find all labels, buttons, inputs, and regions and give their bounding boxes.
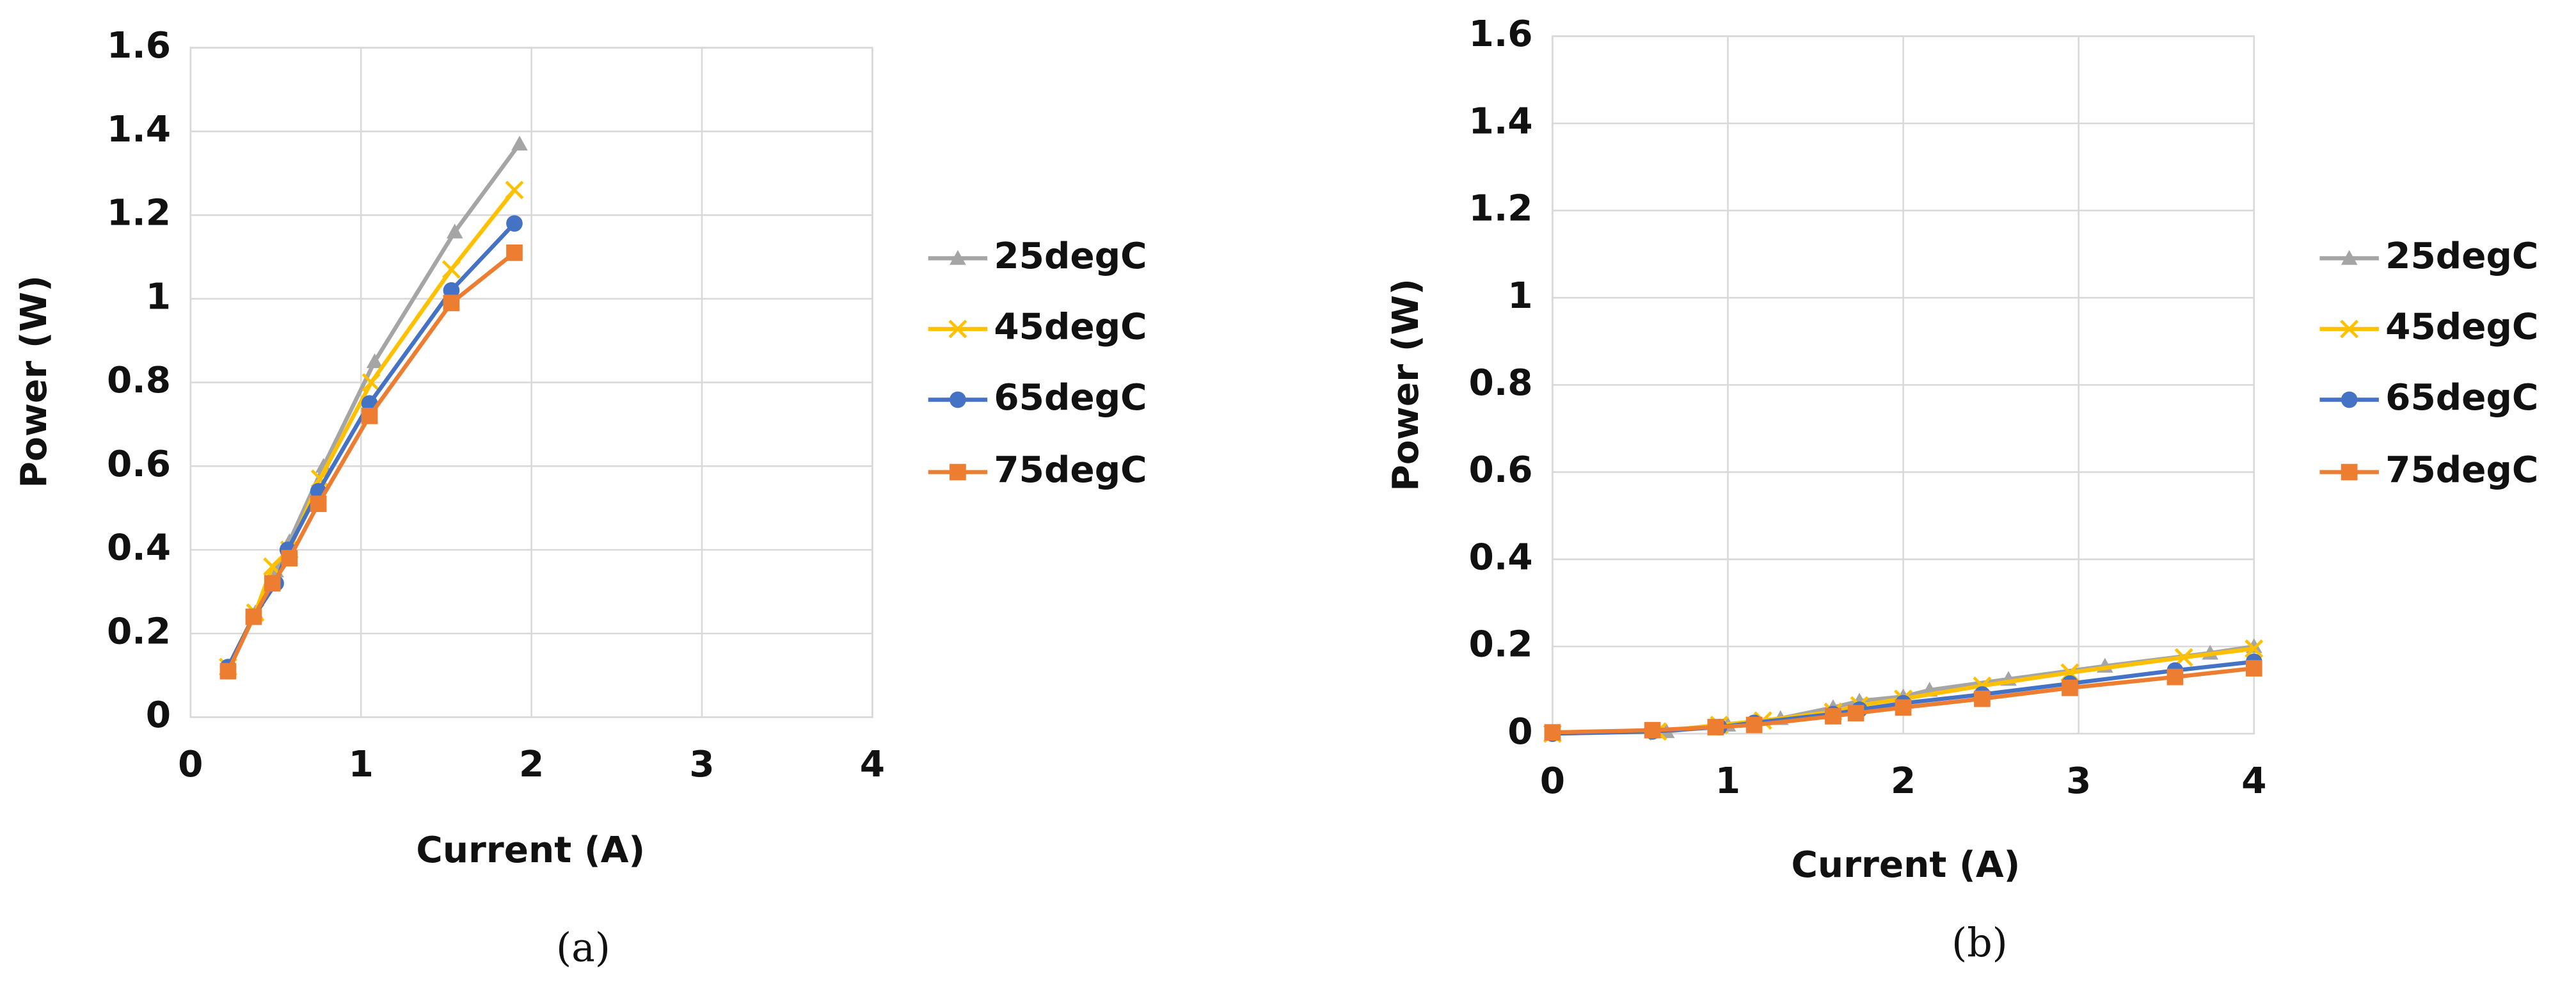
- marker: [245, 608, 262, 625]
- marker: [1895, 699, 1912, 716]
- caption: (a): [556, 925, 610, 971]
- marker: [2174, 648, 2193, 667]
- x-tick-label: 1: [1715, 760, 1740, 802]
- marker: [1745, 716, 1763, 734]
- marker: [1974, 690, 1991, 707]
- marker: [2062, 679, 2078, 696]
- y-tick-label: 1: [146, 276, 171, 317]
- legend-label: 45degC: [994, 307, 1147, 348]
- marker: [264, 575, 281, 592]
- chart: 0 0.2 0.4 0.6 0.8 1 1.2 1.4 1.6 0 1 2 3 4 Power (W) Cur…: [1385, 13, 2538, 966]
- marker: [2341, 391, 2358, 408]
- marker: [1544, 724, 1561, 741]
- marker: [950, 250, 966, 265]
- marker: [511, 136, 528, 151]
- marker: [1644, 721, 1661, 739]
- x-axis-title: Current (A): [416, 830, 645, 871]
- marker: [441, 260, 461, 279]
- marker: [281, 550, 298, 566]
- y-tick-label: 1.4: [1469, 100, 1533, 142]
- marker: [2245, 660, 2262, 677]
- x-tick-label: 0: [178, 744, 203, 785]
- y-axis-title: Power (W): [1385, 278, 1427, 491]
- x-tick-label: 4: [2241, 760, 2266, 802]
- marker: [446, 223, 463, 239]
- y-tick-label: 0.8: [1469, 362, 1533, 404]
- y-tick-label: 0.2: [1469, 624, 1533, 666]
- marker: [361, 407, 378, 424]
- marker: [2341, 463, 2358, 481]
- x-tick-label: 0: [1540, 760, 1565, 802]
- y-tick-label: 0.6: [107, 444, 171, 485]
- x-tick-label: 2: [519, 744, 544, 785]
- y-tick-label: 0: [146, 694, 171, 736]
- marker: [1847, 705, 1864, 722]
- marker: [2167, 668, 2184, 686]
- plot: [1543, 638, 2264, 743]
- chart: 0 0.2 0.4 0.6 0.8 1 1.2 1.4 1.6 0 1 2 3 4 Power (W) Cur…: [13, 25, 1147, 970]
- legend-label: 25degC: [2385, 236, 2538, 277]
- marker: [366, 353, 383, 369]
- y-tick-label: 0.8: [107, 360, 171, 401]
- marker: [948, 319, 967, 339]
- y-tick-label: 0.4: [107, 527, 171, 569]
- x-axis-title: Current (A): [1791, 844, 2020, 886]
- y-tick-label: 1: [1507, 275, 1532, 317]
- marker: [2341, 250, 2358, 265]
- legend-label: 75degC: [2385, 449, 2538, 491]
- marker: [1825, 708, 1841, 725]
- legend-label: 25degC: [994, 236, 1147, 277]
- y-tick-label: 1.2: [1469, 188, 1533, 230]
- marker: [310, 495, 327, 512]
- y-tick-label: 1.6: [107, 25, 171, 67]
- legend-label: 45degC: [2385, 307, 2538, 348]
- marker: [2340, 319, 2359, 339]
- x-tick-label: 4: [860, 744, 885, 785]
- plot: [218, 136, 528, 680]
- legend-label: 65degC: [2385, 377, 2538, 419]
- y-tick-label: 0.6: [1469, 449, 1533, 491]
- y-tick-label: 1.4: [107, 109, 171, 150]
- y-tick-label: 0: [1507, 711, 1532, 753]
- y-tick-label: 1.6: [1469, 13, 1533, 55]
- marker: [219, 662, 237, 680]
- legend-label: 75degC: [994, 449, 1147, 491]
- x-tick-label: 3: [689, 744, 714, 785]
- marker: [505, 181, 524, 200]
- marker: [506, 245, 523, 261]
- y-tick-label: 0.4: [1469, 536, 1533, 578]
- marker: [2245, 639, 2264, 658]
- x-tick-label: 1: [349, 744, 374, 785]
- caption: (b): [1952, 920, 2008, 966]
- marker: [1707, 719, 1724, 735]
- marker: [950, 463, 966, 481]
- x-tick-label: 3: [2066, 760, 2091, 802]
- marker: [443, 294, 460, 312]
- legend-label: 65degC: [994, 377, 1147, 419]
- marker: [950, 391, 966, 408]
- marker: [315, 458, 332, 473]
- x-tick-label: 2: [1891, 760, 1916, 802]
- marker: [506, 215, 523, 232]
- y-tick-label: 0.2: [107, 611, 171, 652]
- marker: [362, 373, 381, 392]
- y-axis-title: Power (W): [13, 275, 55, 488]
- y-tick-label: 1.2: [107, 193, 171, 234]
- marker: [443, 282, 460, 299]
